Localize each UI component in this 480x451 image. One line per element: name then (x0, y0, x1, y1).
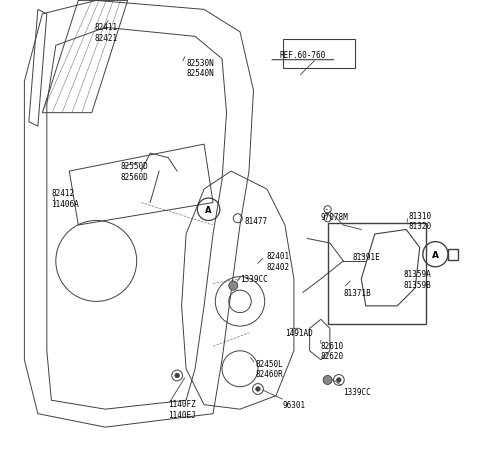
Text: A: A (432, 250, 439, 259)
Text: 81371B: 81371B (343, 288, 371, 297)
Text: 82550D
82560D: 82550D 82560D (121, 162, 149, 181)
Text: 97078M: 97078M (321, 212, 348, 221)
Text: 81310
81320: 81310 81320 (408, 212, 432, 231)
Text: 82610
82620: 82610 82620 (321, 341, 344, 361)
Text: 1140FZ
1140EJ: 1140FZ 1140EJ (168, 400, 196, 419)
Circle shape (336, 378, 341, 382)
Text: 1491AD: 1491AD (285, 329, 312, 337)
Text: 82530N
82540N: 82530N 82540N (186, 59, 214, 78)
Text: 82412
11406A: 82412 11406A (51, 189, 79, 208)
Text: REF.60-760: REF.60-760 (280, 51, 326, 60)
Circle shape (323, 376, 332, 385)
Text: 81391E: 81391E (352, 253, 380, 262)
Circle shape (256, 387, 260, 391)
Text: 81477: 81477 (244, 216, 268, 226)
Text: 82411
82421: 82411 82421 (94, 23, 117, 42)
Text: 82450L
82460R: 82450L 82460R (256, 359, 284, 378)
Text: 1339CC: 1339CC (240, 275, 268, 284)
Text: 96301: 96301 (283, 400, 306, 409)
Text: 82401
82402: 82401 82402 (267, 252, 290, 271)
Circle shape (229, 281, 238, 290)
Text: 1339CC: 1339CC (343, 387, 371, 396)
Text: 81359A
81359B: 81359A 81359B (404, 270, 432, 289)
Circle shape (175, 373, 180, 378)
Text: A: A (205, 205, 212, 214)
